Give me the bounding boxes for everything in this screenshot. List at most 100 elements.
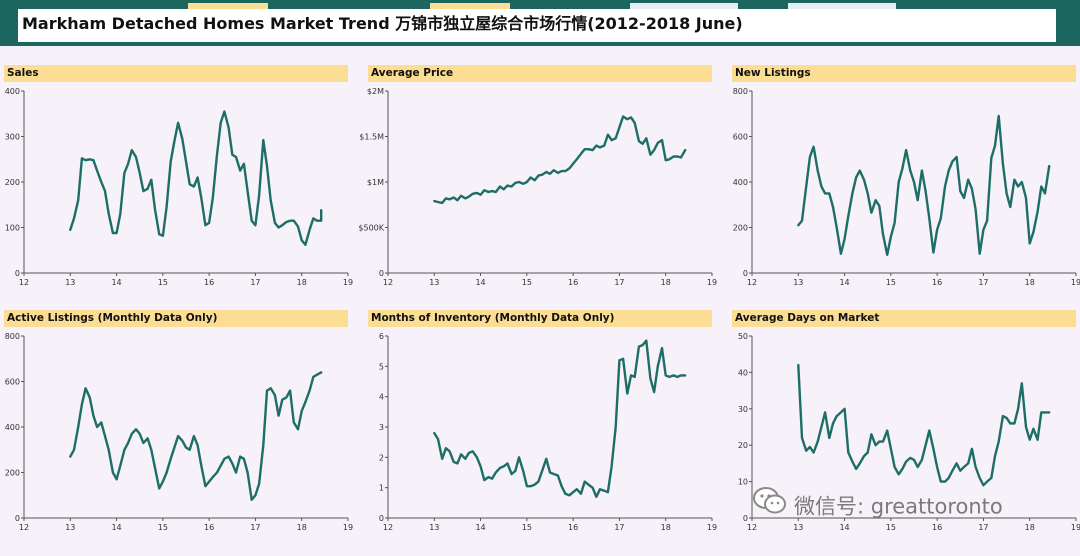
x-tick-label: 19 [707, 523, 717, 532]
y-tick-label: 200 [5, 469, 20, 478]
x-tick-label: 19 [343, 523, 353, 532]
chart-panel-active-listings: Active Listings (Monthly Data Only) 0 200… [4, 310, 353, 542]
series-line [797, 114, 1051, 257]
y-tick-label: 400 [5, 87, 20, 96]
tab-stub [188, 3, 268, 9]
x-tick-label: 15 [522, 523, 532, 532]
y-tick-label: 800 [5, 332, 20, 341]
chart-sales: 0 100 200 300 400 12 13 14 15 16 17 18 19 [5, 87, 353, 287]
chart-title: Average Days on Market [732, 310, 1076, 327]
chart-panel-new-listings: New Listings 0 200 400 600 800 12 13 14 15 16 17 18… [732, 65, 1080, 297]
x-tick-label: 16 [568, 278, 578, 287]
x-tick-label: 14 [839, 278, 849, 287]
y-tick-label: 400 [733, 178, 748, 187]
x-tick-label: 17 [614, 278, 624, 287]
x-tick-label: 17 [614, 523, 624, 532]
x-tick-label: 13 [429, 278, 439, 287]
x-tick-label: 15 [886, 523, 896, 532]
y-tick-label: 4 [379, 393, 384, 402]
y-tick-label: 400 [5, 423, 20, 432]
chart-title: New Listings [732, 65, 1076, 82]
y-tick-label: 0 [379, 269, 384, 278]
x-tick-label: 17 [250, 523, 260, 532]
watermark-text: 微信号: greattoronto [794, 494, 1003, 519]
y-tick-label: 600 [733, 133, 748, 142]
x-tick-label: 18 [297, 523, 307, 532]
x-tick-label: 18 [297, 278, 307, 287]
series-line [433, 115, 687, 205]
x-tick-label: 16 [204, 523, 214, 532]
chart-average-price: 0 $500K $1M $1.5M $2M 12 13 14 15 16 17 18 19 [358, 87, 717, 287]
x-tick-label: 12 [747, 523, 757, 532]
x-tick-label: 12 [19, 278, 29, 287]
y-tick-label: 40 [738, 368, 748, 377]
x-tick-label: 14 [111, 278, 121, 287]
x-tick-label: 14 [475, 278, 485, 287]
y-tick-label: $1.5M [359, 133, 384, 142]
x-tick-label: 12 [747, 278, 757, 287]
y-tick-label: 200 [733, 224, 748, 233]
y-tick-label: 6 [379, 332, 384, 341]
y-tick-label: 10 [738, 478, 748, 487]
x-tick-label: 13 [793, 523, 803, 532]
tab-stub [788, 3, 896, 9]
chart-panel-sales: Sales 0 100 200 300 400 12 13 14 15 16 17 18 19 [4, 65, 353, 297]
y-tick-label: 0 [743, 269, 748, 278]
x-tick-label: 15 [158, 523, 168, 532]
chart-title: Average Price [368, 65, 712, 82]
page-title: Markham Detached Homes Market Trend 万锦市独… [18, 9, 1056, 42]
y-tick-label: 600 [5, 378, 20, 387]
x-tick-label: 19 [1071, 278, 1080, 287]
x-tick-label: 12 [19, 523, 29, 532]
x-tick-label: 13 [429, 523, 439, 532]
series-line [797, 363, 1051, 487]
x-tick-label: 16 [204, 278, 214, 287]
y-tick-label: $2M [367, 87, 384, 96]
x-tick-label: 14 [475, 523, 485, 532]
chart-title: Sales [4, 65, 348, 82]
y-tick-label: $1M [367, 178, 384, 187]
x-tick-label: 13 [65, 523, 75, 532]
x-tick-label: 18 [1025, 278, 1035, 287]
chart-panel-average-price: Average Price 0 $500K $1M $1.5M $2M 12 13 14 15 1… [358, 65, 717, 297]
series-line [69, 110, 323, 247]
chart-days-on-market: 0 10 20 30 40 50 12 13 14 15 16 17 18 19 [738, 332, 1080, 532]
wechat-icon [752, 486, 788, 529]
y-tick-label: 3 [379, 423, 384, 432]
x-tick-label: 14 [111, 523, 121, 532]
x-tick-label: 18 [661, 523, 671, 532]
watermark: 微信号: greattoronto [752, 486, 1003, 526]
x-tick-label: 16 [568, 523, 578, 532]
y-tick-label: 5 [379, 362, 384, 371]
y-tick-label: 0 [379, 514, 384, 523]
x-tick-label: 17 [978, 523, 988, 532]
x-tick-label: 15 [886, 278, 896, 287]
x-tick-label: 14 [839, 523, 849, 532]
chart-new-listings: 0 200 400 600 800 12 13 14 15 16 17 18 19 [733, 87, 1080, 287]
x-tick-label: 19 [707, 278, 717, 287]
x-tick-label: 17 [250, 278, 260, 287]
x-tick-label: 16 [932, 523, 942, 532]
y-tick-label: 200 [5, 178, 20, 187]
tab-stub [630, 3, 738, 9]
y-tick-label: 300 [5, 133, 20, 142]
y-tick-label: 50 [738, 332, 748, 341]
y-tick-label: 1 [379, 484, 384, 493]
y-tick-label: 0 [15, 269, 20, 278]
y-tick-label: 20 [738, 441, 748, 450]
chart-title: Active Listings (Monthly Data Only) [4, 310, 348, 327]
x-tick-label: 15 [158, 278, 168, 287]
chart-active-listings: 0 200 400 600 800 12 13 14 15 16 17 18 19 [5, 332, 353, 532]
tab-stub [430, 3, 510, 9]
x-tick-label: 15 [522, 278, 532, 287]
x-tick-label: 17 [978, 278, 988, 287]
x-tick-label: 13 [793, 278, 803, 287]
y-tick-label: 0 [15, 514, 20, 523]
y-tick-label: 2 [379, 453, 384, 462]
x-tick-label: 19 [1071, 523, 1080, 532]
y-tick-label: $500K [358, 224, 384, 233]
x-tick-label: 18 [661, 278, 671, 287]
x-tick-label: 12 [383, 278, 393, 287]
x-tick-label: 19 [343, 278, 353, 287]
